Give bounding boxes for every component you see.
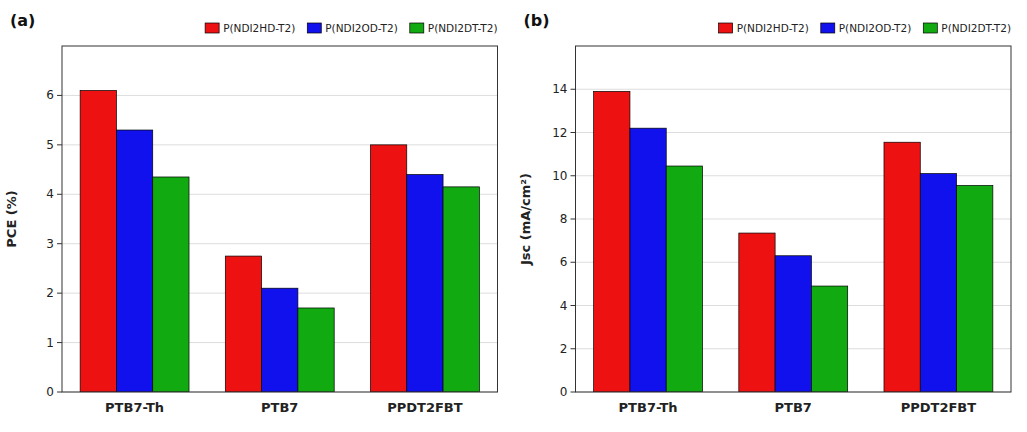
bar: [884, 142, 920, 392]
legend-label: P(NDI2OD-T2): [839, 22, 912, 34]
y-tick: [571, 89, 576, 90]
y-tick: [571, 219, 576, 220]
legend-label: P(NDI2HD-T2): [737, 22, 809, 34]
y-tick: [571, 348, 576, 349]
bar: [225, 256, 261, 392]
x-tick-label: PTB7: [775, 400, 812, 415]
bar: [80, 90, 116, 392]
y-tick: [57, 342, 62, 343]
legend-swatch: [821, 23, 835, 33]
y-tick: [571, 392, 576, 393]
y-tick-label: 2: [46, 286, 54, 300]
y-tick-label: 0: [560, 385, 568, 399]
y-tick-label: 4: [46, 187, 54, 201]
y-tick-label: 3: [46, 237, 54, 251]
legend-label: P(NDI2OD-T2): [325, 22, 398, 34]
legend: P(NDI2HD-T2) P(NDI2OD-T2) P(NDI2DT-T2): [719, 22, 1011, 34]
x-tick-label: PTB7-Th: [105, 400, 164, 415]
plot-frame: [576, 46, 1012, 392]
figure: 0123456PTB7-ThPTB7PPDT2FBTPCE (%)(a)P(ND…: [0, 0, 1027, 432]
bar: [630, 128, 666, 392]
grid-line: [62, 95, 498, 96]
panel: 0 1 2 3 4 5 6 PTB7-Th PTB7 PPDT2FBT PCE (%) (a) P(ND…: [4, 11, 498, 415]
bar: [262, 288, 298, 392]
grid-line: [576, 89, 1012, 90]
bar: [594, 91, 630, 392]
y-tick: [571, 175, 576, 176]
y-tick-label: 6: [560, 255, 568, 269]
bar: [298, 308, 334, 392]
y-tick: [57, 95, 62, 96]
panel-label: (b): [524, 11, 550, 30]
bars: [594, 91, 993, 392]
legend: P(NDI2HD-T2) P(NDI2OD-T2) P(NDI2DT-T2): [205, 22, 497, 34]
bar: [370, 145, 406, 392]
y-tick-label: 6: [46, 88, 54, 102]
legend-swatch: [719, 23, 733, 33]
x-tick-label: PTB7: [261, 400, 298, 415]
legend-label: P(NDI2HD-T2): [223, 22, 295, 34]
y-tick: [57, 144, 62, 145]
bar: [153, 177, 189, 392]
bar: [666, 166, 702, 392]
y-tick: [571, 132, 576, 133]
bars: [80, 90, 479, 392]
y-tick-label: 10: [552, 169, 567, 183]
plot-frame: [62, 46, 498, 392]
y-tick: [57, 194, 62, 195]
y-tick-label: 8: [560, 212, 568, 226]
y-axis-label: PCE (%): [4, 190, 19, 247]
x-tick-label: PPDT2FBT: [387, 400, 463, 415]
y-tick: [571, 262, 576, 263]
y-tick: [571, 305, 576, 306]
bar: [443, 187, 479, 392]
legend-swatch: [410, 23, 424, 33]
y-tick: [57, 392, 62, 393]
legend-label: P(NDI2DT-T2): [428, 22, 498, 34]
bar: [920, 174, 956, 392]
bar: [957, 185, 993, 392]
y-tick: [57, 293, 62, 294]
y-tick-label: 12: [552, 126, 567, 140]
y-tick-label: 5: [46, 138, 54, 152]
bar: [775, 256, 811, 392]
y-tick-label: 1: [46, 336, 54, 350]
legend-label: P(NDI2DT-T2): [941, 22, 1011, 34]
bar: [407, 175, 443, 392]
bar: [739, 233, 775, 392]
legend-swatch: [923, 23, 937, 33]
y-tick-label: 0: [46, 385, 54, 399]
panel: 0 2 4 6 8 10 12 14 PTB7-Th PTB7 PPDT2FBT Jsc (mA/cm…: [518, 11, 1012, 415]
y-tick-label: 4: [560, 299, 568, 313]
bar: [116, 130, 152, 392]
legend-swatch: [205, 23, 219, 33]
x-tick-label: PPDT2FBT: [901, 400, 977, 415]
legend-swatch: [307, 23, 321, 33]
y-axis-label: Jsc (mA/cm²): [518, 173, 533, 266]
y-tick: [57, 243, 62, 244]
bar: [811, 286, 847, 392]
x-tick-label: PTB7-Th: [619, 400, 678, 415]
panel-label: (a): [10, 11, 35, 30]
y-tick-label: 2: [560, 342, 568, 356]
y-tick-label: 14: [552, 82, 567, 96]
